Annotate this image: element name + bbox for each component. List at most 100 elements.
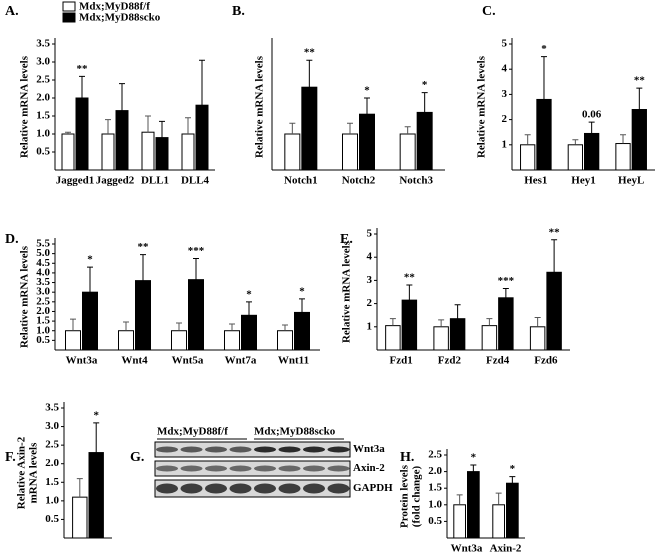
bar — [385, 325, 401, 351]
bar — [155, 137, 169, 171]
error-bar — [454, 304, 461, 319]
bar — [433, 326, 449, 351]
significance: * — [299, 285, 305, 297]
significance: ** — [634, 75, 646, 87]
bar — [453, 504, 466, 539]
significance: * — [93, 409, 99, 421]
y-tick-label: 0.5 — [428, 515, 442, 527]
blot-band-label: Axin-2 — [353, 462, 385, 474]
error-bar — [193, 257, 199, 280]
error-bar — [509, 476, 516, 484]
x-tick-label: Fzd6 — [534, 355, 558, 367]
y-axis-title: Relative mRNA levels — [19, 55, 31, 158]
x-tick-label: Notch3 — [399, 175, 433, 187]
y-axis-title: Protein levels — [399, 464, 411, 528]
x-tick-label: Jagged1 — [56, 175, 95, 187]
significance: ** — [77, 63, 89, 75]
bar — [141, 131, 155, 171]
y-tick-label: 5 — [367, 228, 373, 240]
error-bar — [438, 319, 445, 327]
blot-group-label: Mdx;MyD88f/f — [157, 426, 228, 438]
significance: ** — [404, 272, 416, 284]
error-bar — [306, 59, 313, 88]
blot-strip — [154, 441, 351, 458]
error-bar — [524, 134, 531, 145]
bar — [65, 330, 81, 351]
bar — [584, 132, 600, 171]
y-axis-title: Relative mRNA levels — [476, 55, 488, 158]
significance: * — [246, 288, 252, 300]
panel-label: C. — [482, 4, 496, 19]
error-bar — [282, 324, 288, 331]
y-tick-label: 3 — [367, 274, 373, 286]
significance: ** — [304, 47, 316, 59]
y-tick-label: 2.0 — [36, 305, 50, 317]
y-tick-label: 3 — [502, 88, 508, 100]
y-tick-label: 1 — [502, 138, 508, 150]
error-bar — [364, 97, 370, 115]
bar — [359, 113, 375, 171]
x-tick-label: HeyL — [618, 175, 644, 187]
y-tick-label: 2.0 — [36, 92, 50, 104]
x-tick-label: Jagged2 — [96, 175, 135, 187]
bar — [294, 311, 310, 351]
error-bar — [551, 239, 558, 273]
error-bar — [199, 59, 205, 106]
y-tick-label: 3.5 — [36, 38, 50, 50]
blot-band — [180, 446, 203, 453]
y-tick-label: 3.5 — [45, 402, 59, 414]
error-bar — [534, 317, 541, 327]
error-bar — [406, 284, 413, 301]
y-tick-label: 2.5 — [428, 449, 442, 461]
y-tick-label: 2.5 — [36, 295, 50, 307]
y-tick-label: 3.5 — [36, 276, 50, 288]
error-bar — [486, 318, 493, 326]
legend-label: Mdx;MyD88scko — [79, 12, 161, 24]
y-tick-label: 1.5 — [36, 315, 50, 327]
x-tick-label: Fzd2 — [438, 355, 462, 367]
y-tick-label: 1 — [367, 320, 373, 332]
y-tick-label: 4.0 — [36, 266, 50, 278]
blot-band — [278, 465, 301, 472]
significance: ** — [138, 241, 150, 253]
y-axis-title: mRNA levels — [28, 442, 40, 504]
y-axis-title: Relative mRNA levels — [19, 245, 31, 348]
error-bar — [176, 322, 182, 331]
error-bar — [636, 87, 643, 110]
blot-band-label: GAPDH — [353, 482, 393, 494]
y-tick-label: 2.0 — [428, 465, 442, 477]
y-tick-label: 2.5 — [45, 439, 59, 451]
bar — [188, 279, 204, 351]
blot-band — [254, 446, 276, 453]
blot-band — [156, 446, 178, 453]
y-tick-label: 4 — [502, 63, 508, 75]
blot-band — [303, 465, 325, 472]
bar — [529, 326, 546, 351]
panel-label: E. — [340, 232, 353, 247]
error-bar — [159, 120, 165, 138]
y-axis-title: Relative mRNA levels — [341, 240, 353, 343]
x-tick-label: Fzd1 — [390, 355, 413, 367]
bar — [615, 143, 631, 171]
significance: * — [471, 451, 477, 463]
x-tick-label: Hey1 — [571, 175, 595, 187]
legend-label: Mdx;MyD88f/f — [79, 1, 150, 13]
bar — [171, 330, 187, 351]
significance: * — [541, 43, 547, 55]
panel-label: B. — [232, 4, 245, 19]
y-tick-label: 0.5 — [45, 513, 59, 525]
error-bar — [93, 422, 100, 453]
error-bar — [87, 266, 93, 293]
bar — [498, 297, 514, 351]
x-tick-label: Wnt3a — [451, 543, 483, 554]
y-tick-label: 1.5 — [428, 482, 442, 494]
panel-label: G. — [130, 450, 144, 465]
blot-band — [156, 483, 178, 494]
x-tick-label: Wnt3a — [66, 355, 98, 367]
bar — [520, 144, 536, 171]
error-bar — [421, 92, 428, 113]
error-bar — [347, 122, 353, 134]
significance: * — [510, 463, 516, 475]
bar — [75, 97, 89, 171]
